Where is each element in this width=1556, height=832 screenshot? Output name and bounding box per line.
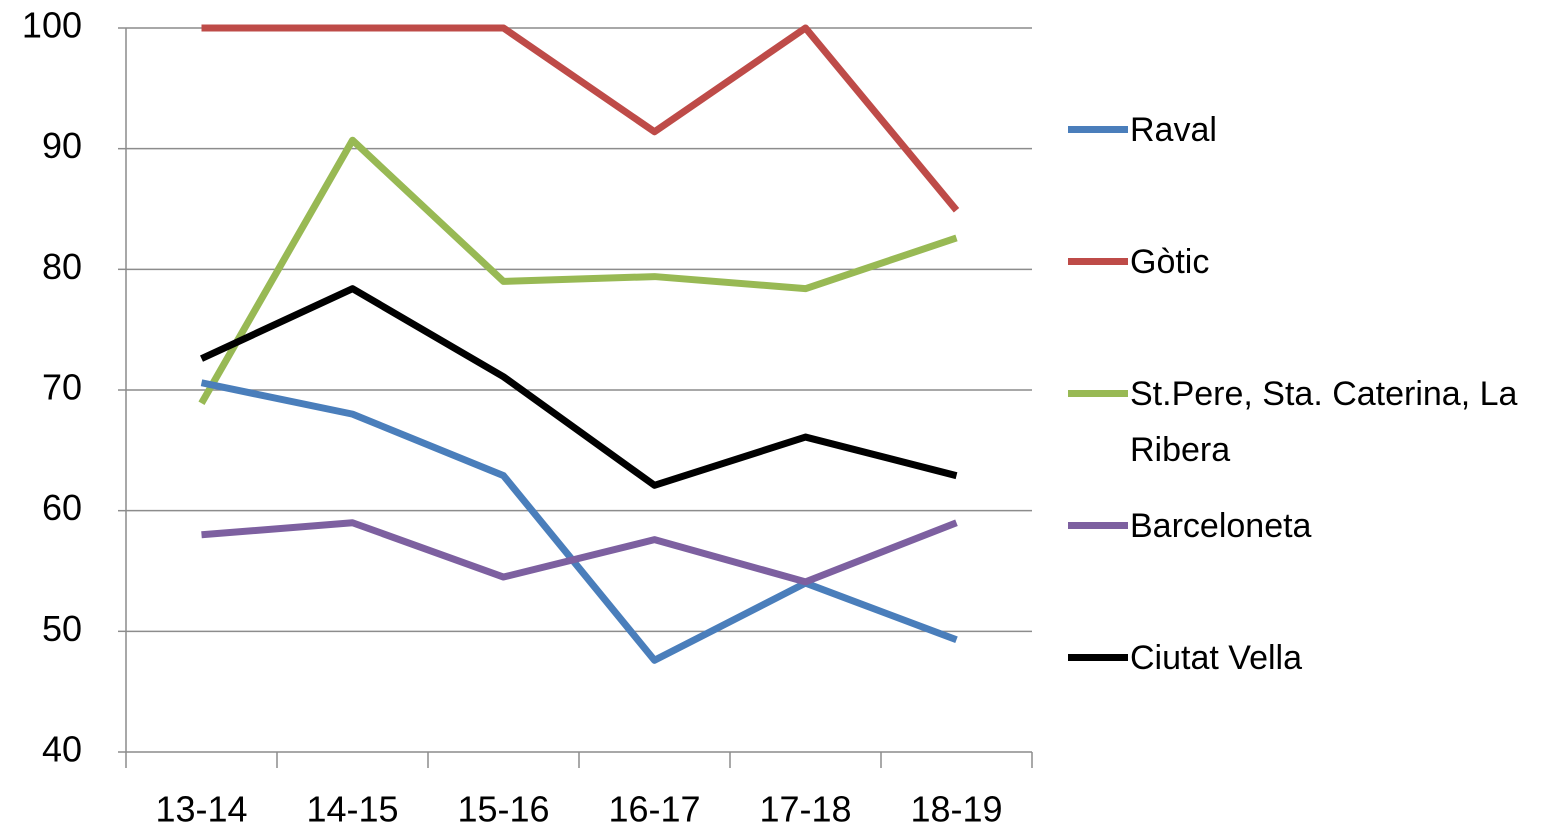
legend-entry: Gòtic <box>1068 234 1550 290</box>
legend-label: Barceloneta <box>1130 507 1312 545</box>
legend-swatch <box>1068 654 1128 661</box>
y-tick-label: 50 <box>42 608 82 649</box>
y-tick-label: 100 <box>22 5 82 46</box>
legend-label: Raval <box>1130 111 1217 149</box>
legend-entry: Raval <box>1068 102 1550 158</box>
legend-swatch <box>1068 258 1128 265</box>
x-tick-label: 15-16 <box>457 789 549 830</box>
series-line <box>201 24 960 213</box>
series-line <box>200 379 958 664</box>
y-tick-label: 80 <box>42 246 82 287</box>
y-tick-label: 90 <box>42 125 82 166</box>
legend-entry: Barceloneta <box>1068 498 1550 554</box>
series-line <box>201 519 958 586</box>
y-tick-label: 60 <box>42 487 82 528</box>
x-tick-label: 14-15 <box>306 789 398 830</box>
legend-swatch <box>1068 522 1128 529</box>
legend-label: Ciutat Vella <box>1130 639 1302 677</box>
legend-label: Gòtic <box>1130 243 1210 281</box>
series-line <box>200 285 958 489</box>
x-tick-label: 17-18 <box>759 789 851 830</box>
x-tick-label: 18-19 <box>910 789 1002 830</box>
legend-entry: Ciutat Vella <box>1068 630 1550 686</box>
y-tick-label: 40 <box>42 729 82 770</box>
x-tick-label: 16-17 <box>608 789 700 830</box>
legend-label: St.Pere, Sta. Caterina, La Ribera <box>1130 375 1518 469</box>
y-tick-label: 70 <box>42 367 82 408</box>
series-line <box>198 136 958 406</box>
x-tick-label: 13-14 <box>155 789 247 830</box>
legend-entry: St.Pere, Sta. Caterina, La Ribera <box>1068 366 1550 478</box>
legend-swatch <box>1068 390 1128 397</box>
legend-swatch <box>1068 126 1128 133</box>
